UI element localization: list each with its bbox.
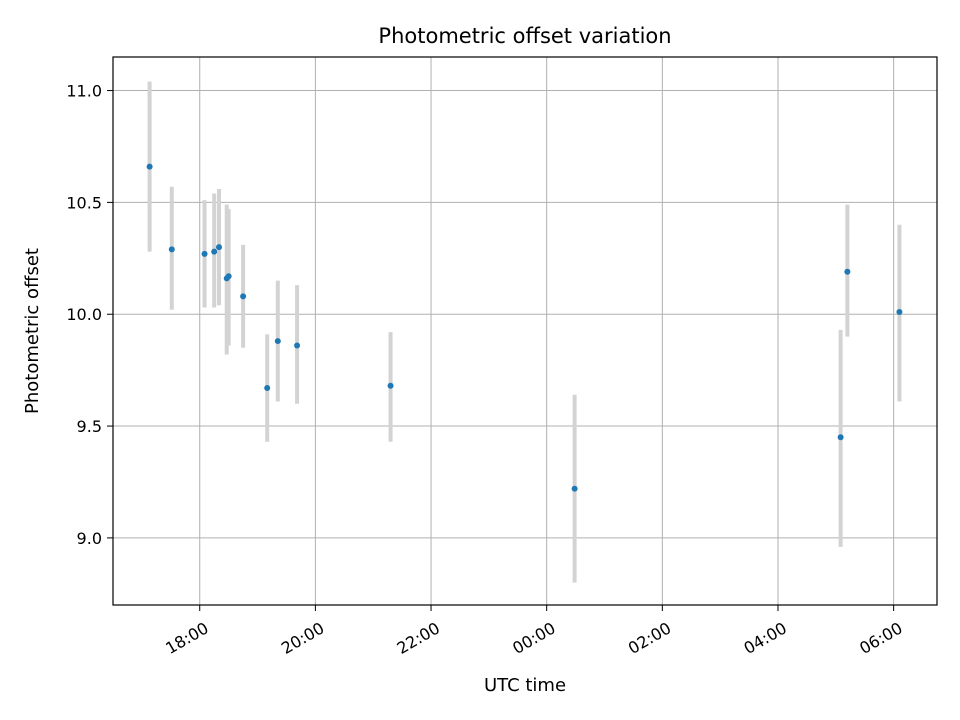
data-point [571, 485, 578, 492]
data-point [146, 163, 153, 170]
data-point [274, 338, 281, 345]
data-point [240, 293, 247, 300]
y-tick-label: 10.0 [66, 305, 102, 324]
data-point [387, 382, 394, 389]
data-point [837, 434, 844, 441]
y-axis-ticks: 9.0 9.5 10.0 10.5 11.0 [66, 82, 113, 548]
data-points [146, 163, 903, 492]
data-point [211, 248, 218, 255]
data-point [216, 244, 223, 251]
data-point [896, 308, 903, 315]
chart-title: Photometric offset variation [378, 24, 671, 48]
y-tick-label: 9.5 [77, 417, 102, 436]
plot-frame [112, 56, 938, 606]
data-point [844, 268, 851, 275]
y-tick-label: 9.0 [77, 529, 102, 548]
grid-lines [113, 57, 937, 605]
data-point [294, 342, 301, 349]
data-point [201, 250, 208, 257]
y-tick-label: 11.0 [66, 82, 102, 101]
data-point [225, 273, 232, 280]
x-axis-label: UTC time [484, 675, 566, 696]
y-tick-label: 10.5 [66, 193, 102, 212]
data-point [264, 385, 271, 392]
data-point [168, 246, 175, 253]
y-axis-label: Photometric offset [22, 248, 43, 414]
